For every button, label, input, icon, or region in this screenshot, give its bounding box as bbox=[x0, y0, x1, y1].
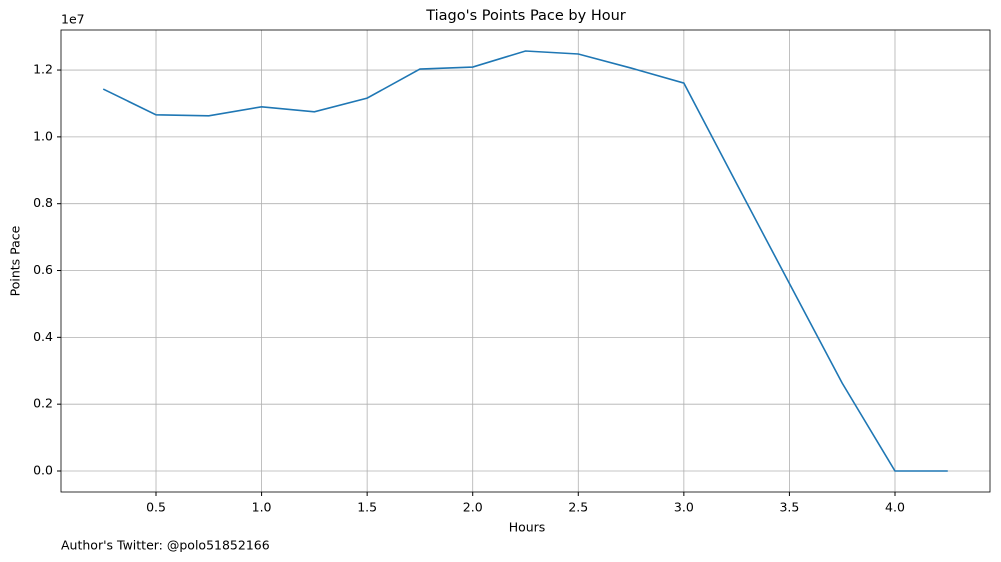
x-tick-label: 1.0 bbox=[252, 500, 272, 515]
x-tick-label: 2.5 bbox=[568, 500, 588, 515]
y-tick-label: 1.2 bbox=[33, 62, 53, 77]
x-tick-label: 4.0 bbox=[885, 500, 905, 515]
footnote: Author's Twitter: @polo51852166 bbox=[61, 538, 270, 553]
y-tick-label: 0.4 bbox=[33, 329, 53, 344]
x-axis-label: Hours bbox=[509, 520, 546, 535]
x-tick-label: 3.0 bbox=[674, 500, 694, 515]
y-tick-label: 0.8 bbox=[33, 195, 53, 210]
y-tick-label: 0.6 bbox=[33, 262, 53, 277]
plot-frame bbox=[60, 29, 991, 493]
y-offset-label: 1e7 bbox=[61, 12, 85, 27]
y-tick-label: 1.0 bbox=[33, 128, 53, 143]
y-axis-label: Points Pace bbox=[8, 225, 23, 296]
y-tick-label: 0.2 bbox=[33, 396, 53, 411]
x-tick-label: 0.5 bbox=[146, 500, 166, 515]
x-tick-label: 2.0 bbox=[463, 500, 483, 515]
y-tick-label: 0.0 bbox=[33, 463, 53, 478]
chart-title: Tiago's Points Pace by Hour bbox=[425, 8, 626, 24]
x-tick-label: 3.5 bbox=[779, 500, 799, 515]
data-line bbox=[102, 50, 948, 472]
x-tick-label: 1.5 bbox=[357, 500, 377, 515]
